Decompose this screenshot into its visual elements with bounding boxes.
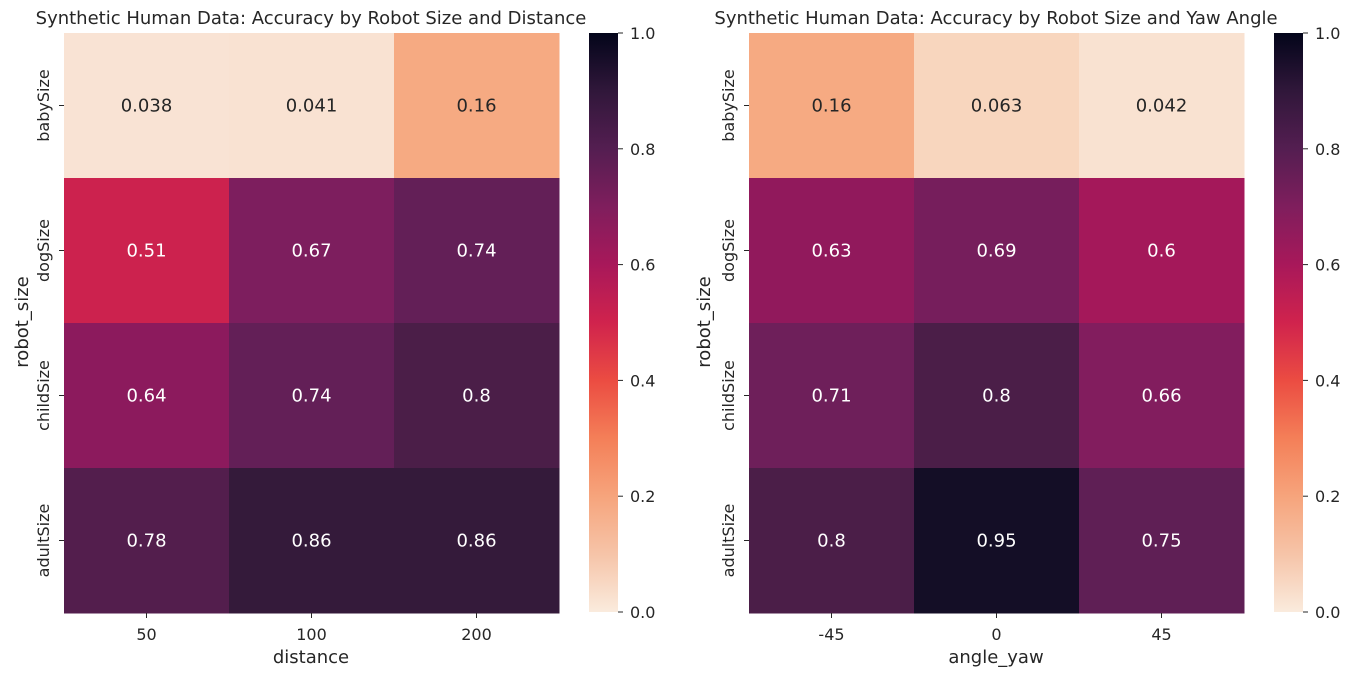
cell-value-label: 0.16 (456, 96, 496, 117)
heatmap-cell (394, 468, 560, 614)
heatmap-yaw-angle: Synthetic Human Data: Accuracy by Robot … (694, 8, 1340, 668)
heatmap-cell (229, 33, 395, 179)
heatmap-cells (749, 33, 1245, 614)
heatmap-cell (64, 178, 230, 324)
y-axis-ticks: babySize dogSize childSize adultSize (719, 69, 749, 577)
y-tick-label: childSize (34, 360, 53, 431)
cell-value-label: 0.74 (291, 386, 331, 407)
chart-title: Synthetic Human Data: Accuracy by Robot … (36, 8, 587, 29)
x-tick-label: 0 (991, 625, 1001, 644)
y-tick-label: babySize (719, 69, 738, 141)
cell-value-label: 0.78 (126, 531, 166, 552)
cell-value-label: 0.75 (1141, 531, 1181, 552)
cell-value-label: 0.8 (817, 531, 846, 552)
heatmap-cell (1079, 323, 1245, 469)
cell-value-label: 0.66 (1141, 386, 1181, 407)
cell-value-label: 0.063 (971, 96, 1023, 117)
cell-value-label: 0.6 (1147, 241, 1176, 262)
heatmap-cell (1079, 178, 1245, 324)
heatmap-cell (749, 468, 915, 614)
heatmap-cell (64, 468, 230, 614)
y-axis-label: robot_size (694, 276, 715, 367)
cell-value-label: 0.86 (456, 531, 496, 552)
heatmap-cell (64, 33, 230, 179)
heatmap-cell (914, 178, 1080, 324)
x-axis-label: distance (273, 647, 349, 668)
y-tick-label: dogSize (719, 219, 738, 282)
cell-value-label: 0.8 (982, 386, 1011, 407)
y-axis-ticks: babySize dogSize childSize adultSize (34, 69, 64, 577)
colorbar-tick-label: 1.0 (630, 24, 655, 43)
heatmap-cell (394, 33, 560, 179)
x-axis-label: angle_yaw (948, 647, 1043, 668)
colorbar (589, 33, 618, 612)
heatmap-cell (64, 323, 230, 469)
heatmap-cell (749, 33, 915, 179)
heatmap-cell (914, 33, 1080, 179)
x-tick-label: -45 (818, 625, 844, 644)
x-axis-ticks: -45 0 45 (818, 613, 1172, 644)
x-tick-label: 50 (136, 625, 156, 644)
heatmap-cell (914, 323, 1080, 469)
y-tick-label: babySize (34, 69, 53, 141)
heatmap-cell (229, 178, 395, 324)
heatmap-cells (64, 33, 560, 614)
cell-value-label: 0.67 (291, 241, 331, 262)
colorbar-tick-label: 0.2 (1315, 487, 1340, 506)
colorbar-tick-label: 0.8 (1315, 140, 1340, 159)
cell-value-label: 0.86 (291, 531, 331, 552)
colorbar-tick-label: 0.6 (1315, 256, 1340, 275)
y-tick-label: adultSize (719, 504, 738, 578)
heatmap-cell (1079, 468, 1245, 614)
cell-value-label: 0.95 (976, 531, 1016, 552)
cell-value-label: 0.74 (456, 241, 496, 262)
colorbar-tick-label: 0.4 (1315, 371, 1340, 390)
heatmap-cell (229, 468, 395, 614)
cell-value-label: 0.51 (126, 241, 166, 262)
y-axis-label: robot_size (12, 276, 33, 367)
colorbar-ticks: 0.0 0.2 0.4 0.6 0.8 1.0 (618, 24, 655, 622)
heatmap-cell-labels: 0.038 0.041 0.16 0.51 0.67 0.74 0.64 0.74 0.8 0.7… (121, 96, 497, 552)
cell-value-label: 0.63 (811, 241, 851, 262)
colorbar-tick-label: 0.4 (630, 371, 655, 390)
cell-value-label: 0.038 (121, 96, 173, 117)
heatmap-cell (394, 323, 560, 469)
x-axis-ticks: 50 100 200 (136, 613, 492, 644)
cell-value-label: 0.16 (811, 96, 851, 117)
cell-value-label: 0.71 (811, 386, 851, 407)
heatmap-cell (914, 468, 1080, 614)
heatmap-cell (749, 178, 915, 324)
heatmap-cell-labels: 0.16 0.063 0.042 0.63 0.69 0.6 0.71 0.8 0.66 0.8 0… (811, 96, 1187, 552)
colorbar-tick-label: 0.2 (630, 487, 655, 506)
cell-value-label: 0.64 (126, 386, 166, 407)
heatmap-cell (229, 323, 395, 469)
colorbar-tick-label: 0.0 (1315, 603, 1340, 622)
x-tick-label: 100 (296, 625, 327, 644)
heatmap-cell (749, 323, 915, 469)
y-tick-label: childSize (719, 360, 738, 431)
x-tick-label: 45 (1151, 625, 1171, 644)
cell-value-label: 0.8 (462, 386, 491, 407)
x-tick-label: 200 (461, 625, 492, 644)
cell-value-label: 0.042 (1136, 96, 1188, 117)
heatmap-cell (394, 178, 560, 324)
colorbar-tick-label: 0.8 (630, 140, 655, 159)
cell-value-label: 0.69 (976, 241, 1016, 262)
heatmap-cell (1079, 33, 1245, 179)
y-tick-label: adultSize (34, 504, 53, 578)
colorbar (1274, 33, 1303, 612)
chart-title: Synthetic Human Data: Accuracy by Robot … (714, 8, 1277, 29)
colorbar-ticks: 0.0 0.2 0.4 0.6 0.8 1.0 (1303, 24, 1340, 622)
cell-value-label: 0.041 (286, 96, 338, 117)
heatmap-distance: Synthetic Human Data: Accuracy by Robot … (12, 8, 655, 668)
colorbar-tick-label: 1.0 (1315, 24, 1340, 43)
y-tick-label: dogSize (34, 219, 53, 282)
colorbar-tick-label: 0.0 (630, 603, 655, 622)
colorbar-tick-label: 0.6 (630, 256, 655, 275)
